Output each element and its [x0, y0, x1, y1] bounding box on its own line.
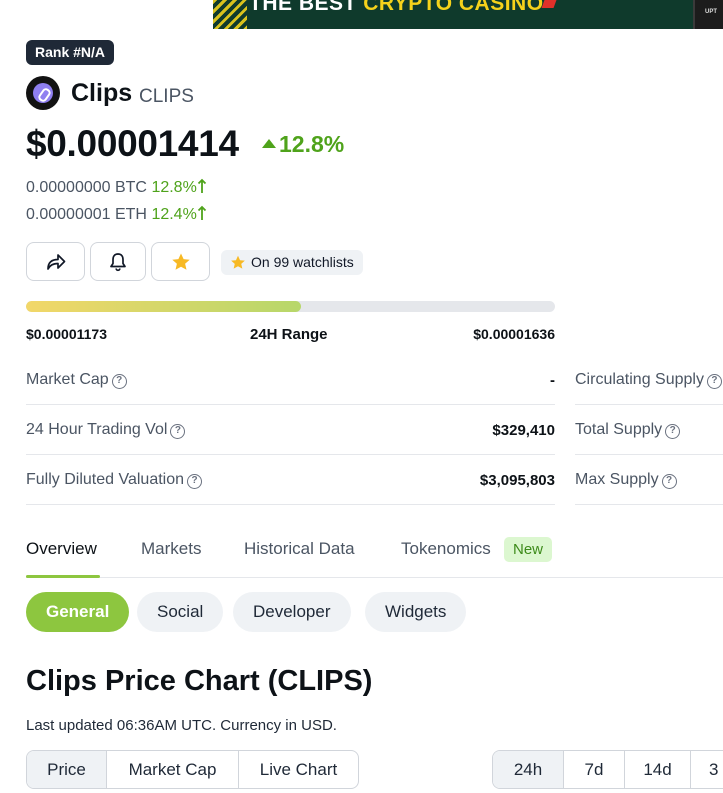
- share-button[interactable]: [26, 242, 85, 281]
- banner-decoration: [541, 0, 557, 8]
- period-24h[interactable]: 24h: [493, 751, 564, 788]
- period-14d[interactable]: 14d: [625, 751, 691, 788]
- stat-label: Circulating Supply: [575, 371, 704, 388]
- eth-price-row: 0.00000001 ETH 12.4%: [26, 205, 207, 224]
- tab-overview[interactable]: Overview: [26, 539, 97, 558]
- help-icon[interactable]: ?: [111, 374, 127, 389]
- alert-button[interactable]: [90, 242, 146, 281]
- help-icon[interactable]: ?: [187, 474, 203, 489]
- period-next[interactable]: 3: [709, 760, 719, 779]
- banner-ad[interactable]: THE BEST CRYPTO CASINO UPT: [213, 0, 723, 29]
- stat-value: $3,095,803: [479, 472, 555, 489]
- stat-circulating-supply: Circulating Supply?: [575, 355, 723, 405]
- stat-label: Market Cap: [26, 371, 109, 388]
- subtab-developer[interactable]: Developer: [233, 592, 351, 632]
- range-fill: [26, 301, 302, 312]
- stat-fdv: Fully Diluted Valuation? $3,095,803: [26, 455, 555, 505]
- active-tab-indicator: [26, 575, 100, 578]
- range-low: $0.00001173: [26, 326, 107, 342]
- help-icon[interactable]: ?: [661, 474, 677, 489]
- subtab-general[interactable]: General: [26, 592, 130, 632]
- stat-max-supply: Max Supply?: [575, 455, 723, 505]
- coin-name: Clips: [71, 79, 133, 107]
- tab-tokenomics[interactable]: Tokenomics: [401, 539, 491, 558]
- help-icon[interactable]: ?: [665, 424, 681, 439]
- watchlist-badge: On 99 watchlists: [221, 250, 363, 275]
- btc-price-row: 0.00000000 BTC 12.8%: [26, 178, 207, 197]
- mode-live-chart[interactable]: Live Chart: [259, 760, 338, 779]
- coin-logo-icon: [26, 76, 60, 110]
- eth-change: 12.4%: [151, 205, 206, 223]
- stat-total-supply: Total Supply?: [575, 405, 723, 455]
- rank-badge: Rank #N/A: [26, 40, 115, 65]
- help-icon[interactable]: ?: [706, 374, 722, 389]
- stat-label: Fully Diluted Valuation: [26, 471, 185, 488]
- arrow-up-icon: [197, 205, 206, 220]
- chart-period-selector: 24h 7d 14d 3: [492, 750, 723, 789]
- star-icon: [231, 255, 245, 269]
- stat-label: Total Supply: [575, 421, 663, 438]
- stat-value: $329,410: [492, 422, 555, 439]
- range-bar: [26, 301, 555, 312]
- tab-markets[interactable]: Markets: [141, 539, 202, 558]
- subtab-social[interactable]: Social: [137, 592, 224, 632]
- btc-change: 12.8%: [151, 178, 206, 196]
- coin-price: $0.00001414: [26, 123, 239, 164]
- favorite-button[interactable]: [151, 242, 210, 281]
- chart-mode-selector: Price Market Cap Live Chart: [26, 750, 359, 789]
- banner-box: UPT: [693, 0, 723, 29]
- new-badge: New: [504, 537, 553, 562]
- range-high: $0.00001636: [473, 326, 555, 342]
- mode-market-cap[interactable]: Market Cap: [107, 751, 239, 788]
- help-icon[interactable]: ?: [170, 424, 186, 439]
- star-icon: [171, 253, 190, 270]
- bell-icon: [110, 252, 126, 271]
- subtab-widgets[interactable]: Widgets: [365, 592, 467, 632]
- period-7d[interactable]: 7d: [564, 751, 625, 788]
- chart-updated: Last updated 06:36AM UTC. Currency in US…: [26, 717, 337, 734]
- share-icon: [46, 253, 65, 270]
- mode-price[interactable]: Price: [27, 751, 107, 788]
- coin-symbol: CLIPS: [139, 86, 194, 107]
- arrow-up-icon: [197, 178, 206, 193]
- tabs-divider: [26, 577, 723, 578]
- caret-up-icon: [262, 139, 276, 148]
- banner-stripes: [213, 0, 247, 29]
- stat-volume: 24 Hour Trading Vol? $329,410: [26, 405, 555, 455]
- stat-value: -: [550, 372, 555, 389]
- stat-label: 24 Hour Trading Vol: [26, 421, 168, 438]
- range-label: 24H Range: [250, 326, 328, 343]
- chart-title: Clips Price Chart (CLIPS): [26, 665, 373, 697]
- stat-label: Max Supply: [575, 471, 659, 488]
- stat-market-cap: Market Cap? -: [26, 355, 555, 405]
- price-change: 12.8%: [262, 131, 344, 158]
- tab-historical-data[interactable]: Historical Data: [244, 539, 355, 558]
- banner-text: THE BEST CRYPTO CASINO: [249, 0, 544, 15]
